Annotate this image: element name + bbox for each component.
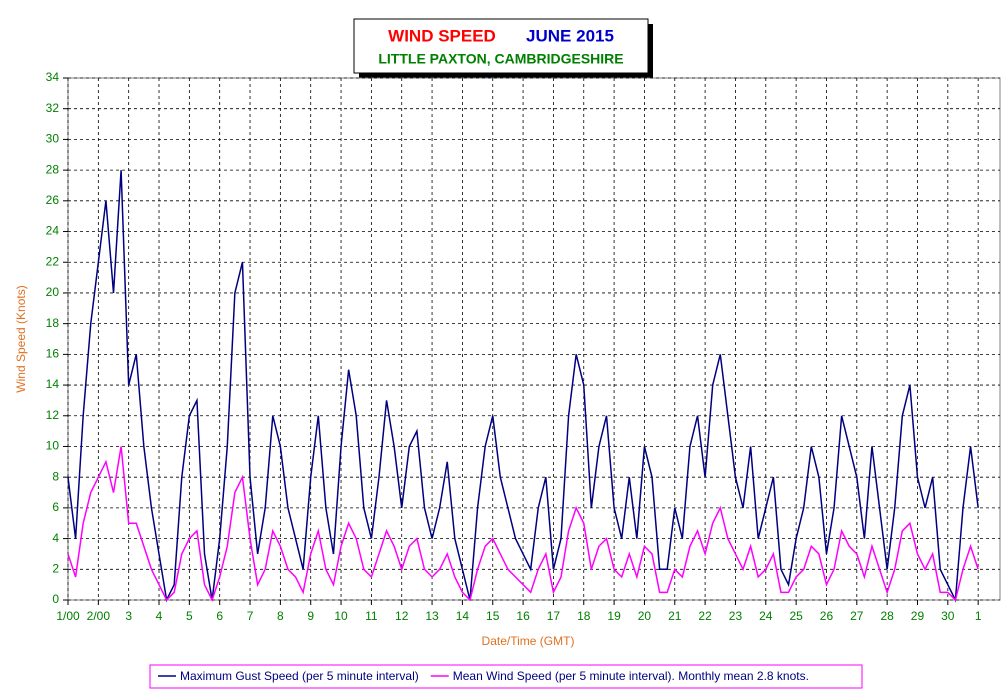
x-tick-label: 11: [365, 609, 378, 623]
x-tick-label: 14: [456, 609, 470, 623]
title-box: [353, 18, 649, 74]
x-tick-label: 8: [277, 609, 284, 623]
x-axis-label: Date/Time (GMT): [482, 634, 575, 648]
y-tick-label: 4: [52, 531, 59, 545]
y-tick-label: 0: [52, 592, 59, 606]
x-tick-label: 16: [516, 609, 530, 623]
legend-box: [149, 664, 863, 689]
x-tick-label: 12: [395, 609, 409, 623]
x-tick-label: 3: [125, 609, 132, 623]
plot-area: [67, 77, 1001, 601]
y-tick-label: 14: [46, 377, 60, 391]
legend-label: Maximum Gust Speed (per 5 minute interva…: [180, 669, 419, 683]
x-tick-label: 28: [880, 609, 894, 623]
y-tick-label: 26: [46, 193, 60, 207]
y-tick-label: 8: [52, 469, 59, 483]
x-tick-label: 15: [486, 609, 500, 623]
x-tick-label: 30: [941, 609, 955, 623]
x-tick-label: 4: [156, 609, 163, 623]
y-tick-label: 2: [52, 561, 59, 575]
x-tick-label: 9: [307, 609, 314, 623]
y-tick-label: 20: [46, 285, 60, 299]
x-tick-label: 19: [607, 609, 621, 623]
y-tick-label: 12: [46, 408, 60, 422]
legend-label: Mean Wind Speed (per 5 minute interval).…: [453, 669, 809, 683]
series-line: [67, 446, 979, 602]
y-tick-label: 24: [46, 224, 60, 238]
x-tick-label: 6: [216, 609, 223, 623]
x-tick-label: 27: [850, 609, 864, 623]
y-tick-label: 16: [46, 347, 60, 361]
y-tick-label: 30: [46, 132, 60, 146]
x-tick-label: 20: [638, 609, 652, 623]
chart-title-month: JUNE 2015: [526, 26, 614, 45]
x-tick-label: 1/00: [56, 609, 80, 623]
y-tick-label: 10: [46, 439, 60, 453]
x-tick-label: 24: [759, 609, 773, 623]
x-tick-label: 26: [820, 609, 834, 623]
y-tick-label: 28: [46, 162, 60, 176]
x-tick-label: 22: [698, 609, 712, 623]
y-tick-label: 34: [46, 70, 60, 84]
x-tick-label: 13: [425, 609, 439, 623]
x-tick-label: 25: [789, 609, 803, 623]
x-tick-label: 23: [729, 609, 743, 623]
y-axis-label: Wind Speed (Knots): [14, 285, 28, 392]
x-tick-label: 10: [334, 609, 348, 623]
y-tick-label: 18: [46, 316, 60, 330]
x-tick-label: 2/00: [87, 609, 111, 623]
x-tick-label: 29: [911, 609, 925, 623]
x-tick-label: 5: [186, 609, 193, 623]
series-line: [67, 170, 979, 603]
x-tick-label: 18: [577, 609, 591, 623]
x-tick-label: 17: [547, 609, 561, 623]
chart-title: WIND SPEED: [388, 26, 496, 45]
y-tick-label: 22: [46, 254, 60, 268]
x-tick-label: 21: [668, 609, 682, 623]
x-tick-label: 1: [975, 609, 982, 623]
y-tick-label: 32: [46, 101, 60, 115]
x-tick-label: 7: [247, 609, 254, 623]
y-tick-label: 6: [52, 500, 59, 514]
chart-subtitle: LITTLE PAXTON, CAMBRIDGESHIRE: [378, 51, 623, 67]
